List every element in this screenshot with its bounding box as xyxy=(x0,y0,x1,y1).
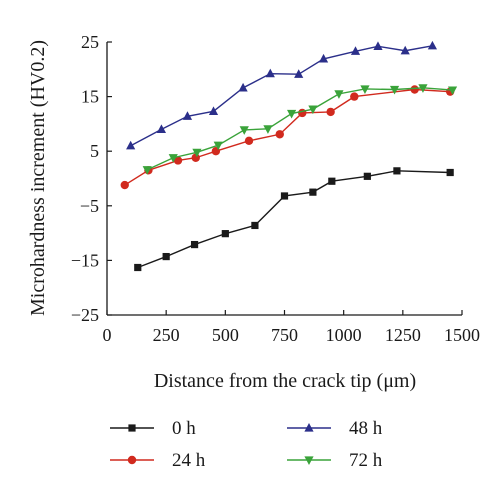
data-point xyxy=(275,130,284,139)
y-tick-label: 15 xyxy=(81,87,99,107)
data-point xyxy=(373,41,383,50)
data-point xyxy=(447,86,458,96)
data-point xyxy=(294,69,304,78)
data-point xyxy=(410,85,419,94)
y-tick-label: 25 xyxy=(81,32,99,52)
legend-marker xyxy=(304,423,314,432)
data-point xyxy=(126,140,136,150)
data-point xyxy=(400,45,410,55)
y-axis-title: Microhardness increment (HV0.2) xyxy=(27,40,49,316)
legend-marker xyxy=(304,456,314,465)
series-1 xyxy=(120,85,455,190)
data-point xyxy=(168,154,178,163)
x-tick-label: 1250 xyxy=(385,325,421,345)
data-point xyxy=(162,252,170,261)
data-point xyxy=(191,153,200,162)
data-point xyxy=(328,177,336,185)
legend-label: 48 h xyxy=(349,418,383,439)
x-tick-label: 250 xyxy=(153,325,180,345)
data-point xyxy=(326,107,335,117)
data-point xyxy=(350,92,359,101)
legend-label: 72 h xyxy=(349,450,383,471)
data-point xyxy=(393,167,401,175)
data-point xyxy=(389,85,400,95)
x-tick-label: 500 xyxy=(212,325,239,345)
y-tick-label: −5 xyxy=(80,196,99,216)
legend-marker xyxy=(127,455,137,465)
x-axis-title: Distance from the crack tip (μm) xyxy=(154,370,416,392)
data-point xyxy=(120,180,129,190)
axis-ticks: 0 250 500 750 1000 1250 1500 −25 −15 −5 5 15 25 xyxy=(71,32,480,345)
data-point xyxy=(208,106,219,115)
legend-item: 72 h xyxy=(287,450,383,471)
data-point xyxy=(427,40,438,50)
data-point xyxy=(287,109,297,119)
data-point xyxy=(318,53,329,63)
data-point xyxy=(350,46,361,55)
axes xyxy=(106,42,462,316)
x-tick-label: 1500 xyxy=(444,325,480,345)
legend-item: 24 h xyxy=(110,450,206,471)
legend-label: 24 h xyxy=(172,450,206,471)
data-point xyxy=(360,85,370,94)
data-point xyxy=(173,156,183,165)
legend-marker xyxy=(128,424,136,432)
legend-item: 0 h xyxy=(110,418,196,439)
data-point xyxy=(308,105,318,115)
legend-item: 48 h xyxy=(287,418,383,439)
data-point xyxy=(446,168,454,177)
data-point xyxy=(239,126,249,135)
series-line xyxy=(130,45,433,147)
data-point xyxy=(190,240,199,249)
data-point xyxy=(238,82,248,92)
x-tick-label: 750 xyxy=(271,325,298,345)
data-point xyxy=(221,230,229,238)
data-point xyxy=(309,188,317,196)
data-point xyxy=(280,192,289,200)
y-tick-label: 5 xyxy=(90,141,99,161)
series-layer xyxy=(120,40,458,272)
y-tick-label: −25 xyxy=(71,305,99,325)
data-point xyxy=(134,263,142,272)
data-point xyxy=(142,166,152,175)
data-point xyxy=(334,90,344,99)
data-point xyxy=(192,148,202,158)
series-line xyxy=(137,170,451,269)
x-tick-label: 1000 xyxy=(326,325,362,345)
legend-label: 0 h xyxy=(172,418,196,439)
y-tick-label: −15 xyxy=(71,250,99,270)
data-point xyxy=(182,111,193,120)
series-2 xyxy=(126,40,438,150)
data-point xyxy=(265,68,275,78)
series-0 xyxy=(134,167,454,272)
data-point xyxy=(251,221,259,230)
data-point xyxy=(418,84,428,93)
data-point xyxy=(263,125,273,134)
data-point xyxy=(213,141,223,151)
data-point xyxy=(244,136,254,146)
x-tick-label: 0 xyxy=(103,325,112,345)
legend: 0 h 24 h 48 h 72 h xyxy=(110,418,383,471)
data-point xyxy=(156,124,167,133)
series-3 xyxy=(142,84,458,175)
data-point xyxy=(363,172,371,180)
